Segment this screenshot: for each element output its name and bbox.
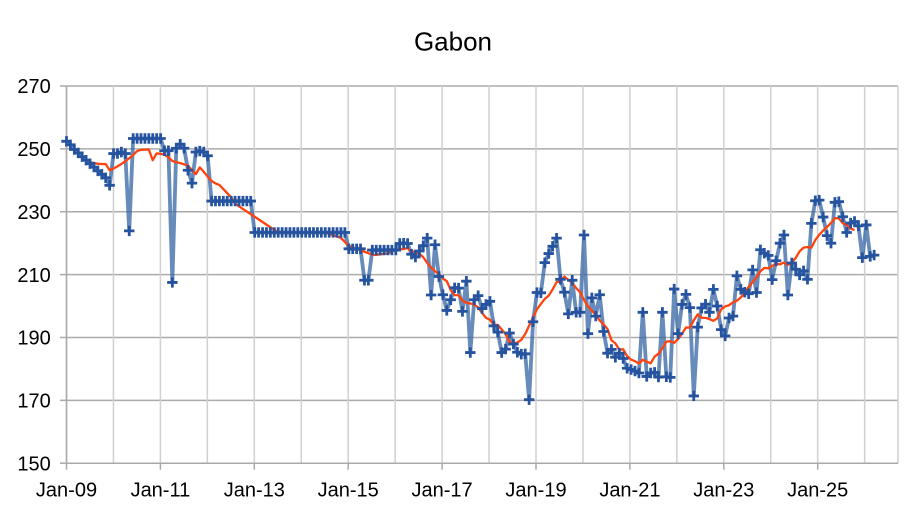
svg-text:210: 210 — [17, 265, 50, 287]
svg-text:Jan-13: Jan-13 — [224, 480, 285, 502]
svg-text:250: 250 — [17, 139, 50, 161]
svg-text:Gabon: Gabon — [414, 27, 492, 57]
svg-text:Jan-11: Jan-11 — [131, 480, 191, 502]
svg-text:230: 230 — [17, 202, 50, 224]
svg-text:150: 150 — [17, 453, 50, 475]
svg-text:270: 270 — [17, 76, 50, 98]
svg-text:Jan-15: Jan-15 — [318, 480, 379, 502]
svg-text:170: 170 — [17, 391, 50, 413]
svg-text:Jan-09: Jan-09 — [36, 480, 97, 502]
svg-text:Jan-23: Jan-23 — [693, 480, 754, 502]
svg-text:Jan-21: Jan-21 — [599, 480, 660, 502]
svg-text:190: 190 — [17, 328, 50, 350]
svg-text:Jan-17: Jan-17 — [412, 480, 473, 502]
svg-text:Jan-19: Jan-19 — [505, 480, 566, 502]
svg-text:Jan-25: Jan-25 — [787, 480, 848, 502]
